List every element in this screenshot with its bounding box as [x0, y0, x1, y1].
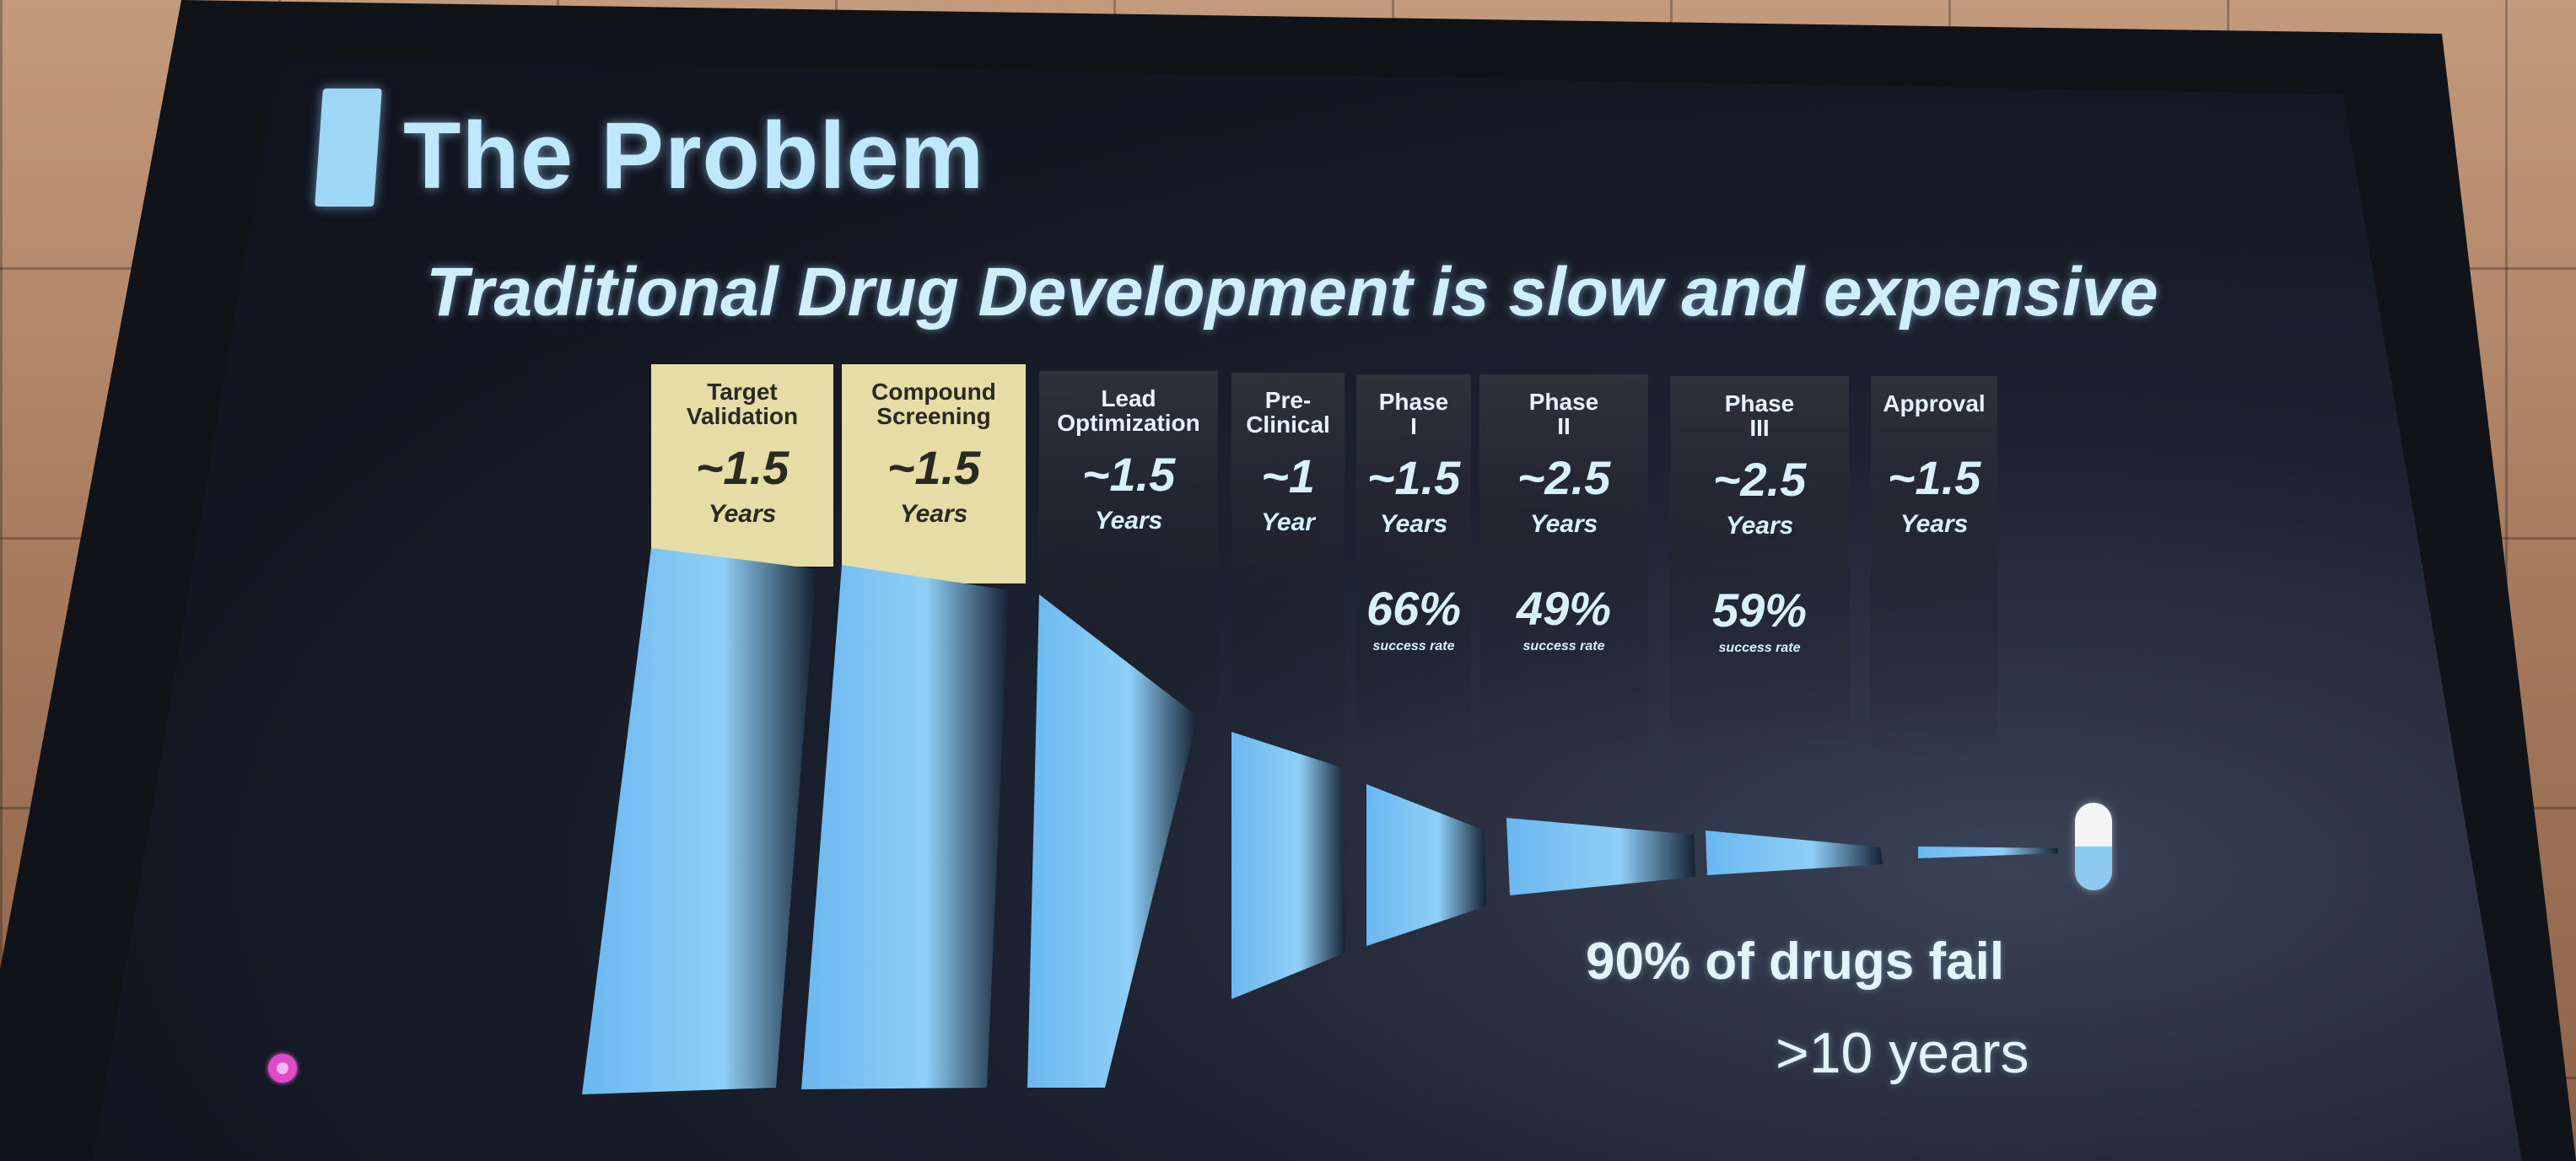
funnel-segment-3: [1027, 594, 1198, 1088]
stage-success-rate-label: success rate: [1522, 638, 1605, 653]
funnel-segment-1: [582, 548, 816, 1094]
stage-box-6: [1479, 374, 1648, 759]
stage-name-line: Pre-: [1264, 387, 1312, 413]
stage-duration-unit: Years: [1094, 506, 1163, 535]
stage-duration-unit: Years: [1725, 511, 1794, 540]
pink-indicator-dot: [268, 1054, 297, 1083]
stage-duration-unit: Years: [899, 499, 968, 528]
funnel-segment-2: [801, 565, 1009, 1089]
stage-duration-unit: Year: [1261, 508, 1315, 536]
duration-note: >10 years: [1776, 1021, 2029, 1085]
stage-duration: ~1.5: [695, 440, 790, 494]
stage-name-line: Phase: [1378, 389, 1449, 415]
failure-rate-note: 90% of drugs fail: [1586, 933, 2005, 991]
stage-duration-unit: Years: [1379, 509, 1448, 538]
stage-box-5: [1356, 374, 1471, 759]
stage-name-line: Optimization: [1057, 410, 1200, 437]
stage-box-8: [1871, 376, 1997, 759]
stage-duration: ~1.5: [1366, 450, 1461, 504]
stage-name: Lead Optimization: [1039, 386, 1218, 436]
funnel-segment-4: [1231, 732, 1345, 999]
stage-name-line: Phase: [1724, 390, 1795, 417]
stage-name-line: Compound: [871, 379, 996, 405]
stage-success-rate: 49%: [1516, 581, 1612, 635]
stage-name-line: Validation: [686, 403, 799, 430]
stage-success-rate: 66%: [1366, 581, 1462, 635]
stage-duration: ~2.5: [1712, 452, 1807, 506]
stage-duration-unit: Years: [708, 499, 777, 528]
stage-name: Phase III: [1670, 391, 1849, 441]
stage-name-line: Approval: [1883, 390, 1986, 417]
stage-box-2: [842, 364, 1026, 583]
stage-box-1: [651, 364, 833, 567]
slide-subtitle: Traditional Drug Development is slow and…: [426, 254, 2158, 331]
stage-name-line: II: [1557, 413, 1571, 440]
stage-duration: ~1.5: [1887, 451, 1981, 505]
stage-name-line: Screening: [876, 403, 991, 430]
stage-name-line: Clinical: [1246, 411, 1330, 438]
stage-name-line: I: [1410, 413, 1417, 440]
stage-duration-unit: Years: [1900, 510, 1969, 539]
stage-box-4: [1231, 373, 1345, 759]
stage-name: Approval: [1871, 390, 1997, 417]
stage-name: Phase I: [1356, 390, 1471, 439]
stage-name: Pre- Clinical: [1231, 388, 1345, 438]
stage-name: Phase II: [1479, 390, 1648, 439]
slide-title: The Problem: [403, 103, 985, 208]
stage-duration: ~2.5: [1517, 450, 1611, 504]
stage-success-rate: 59%: [1711, 583, 1808, 637]
stage-duration: ~1.5: [887, 440, 981, 494]
stage-success-rate-label: success rate: [1372, 638, 1455, 653]
stage-duration-unit: Years: [1529, 509, 1598, 538]
stage-name-line: III: [1749, 415, 1770, 442]
funnel-segment-6: [1506, 818, 1695, 895]
stage-duration: ~1.5: [1081, 447, 1176, 501]
stage-name-line: Lead: [1101, 385, 1156, 411]
stage-name-line: Target: [707, 379, 778, 405]
stage-name-line: Phase: [1528, 389, 1599, 415]
stage-name: Compound Screening: [842, 379, 1026, 429]
stage-box-7: [1670, 376, 1849, 759]
capsule-pill-icon: [2075, 803, 2112, 890]
funnel-segment-5: [1366, 784, 1486, 946]
stage-duration: ~1: [1261, 449, 1315, 503]
funnel-segment-7: [1706, 830, 1883, 875]
funnel-segment-8: [1918, 847, 2058, 858]
stage-name: Target Validation: [651, 379, 833, 429]
stage-success-rate-label: success rate: [1718, 640, 1801, 655]
